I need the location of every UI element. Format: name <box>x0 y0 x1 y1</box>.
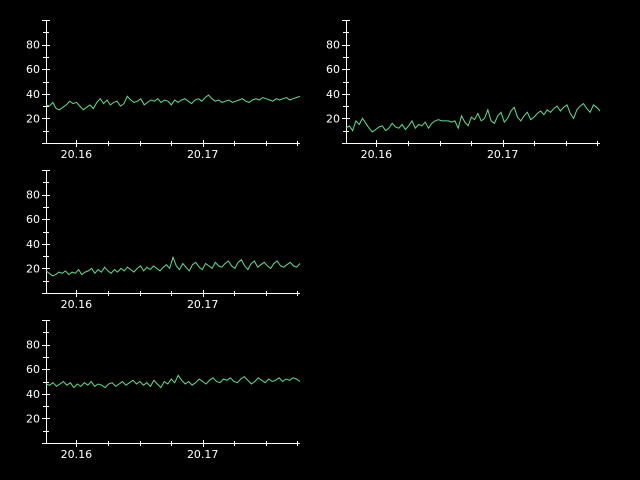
y-tick-label: 60 <box>26 213 40 226</box>
y-tick-label: 80 <box>326 39 340 52</box>
y-tick-label: 60 <box>26 363 40 376</box>
y-tick-label: 60 <box>326 63 340 76</box>
series-line <box>45 374 301 389</box>
x-tick-label: 20.17 <box>487 148 519 161</box>
series-line <box>345 102 601 133</box>
x-tick-label: 20.16 <box>61 298 93 311</box>
x-tick-label: 20.16 <box>61 148 93 161</box>
x-tick-label: 20.16 <box>61 448 93 461</box>
y-tick-label: 80 <box>26 339 40 352</box>
y-tick-label: 40 <box>326 88 340 101</box>
chart-panel-2: 20 40 60 80 20.16 20.17 <box>326 20 601 161</box>
y-tick-label: 40 <box>26 88 40 101</box>
chart-panel-4: 20 40 60 80 20.16 20.17 <box>26 320 301 461</box>
y-tick-label: 40 <box>26 388 40 401</box>
y-tick-label: 20 <box>26 412 40 425</box>
x-tick-label: 20.17 <box>187 148 219 161</box>
chart-panel-3: 20 40 60 80 20.16 20.17 <box>26 170 301 311</box>
x-tick-label: 20.17 <box>187 448 219 461</box>
y-tick-label: 80 <box>26 39 40 52</box>
y-tick-label: 60 <box>26 63 40 76</box>
series-line <box>45 94 301 111</box>
y-tick-label: 80 <box>26 189 40 202</box>
y-tick-label: 40 <box>26 238 40 251</box>
chart-panel-1: 20 40 60 80 20.16 20.17 <box>26 20 301 161</box>
x-tick-label: 20.16 <box>361 148 393 161</box>
x-tick-label: 20.17 <box>187 298 219 311</box>
series-line <box>45 255 301 277</box>
y-tick-label: 20 <box>26 112 40 125</box>
y-tick-label: 20 <box>26 262 40 275</box>
y-tick-label: 20 <box>326 112 340 125</box>
